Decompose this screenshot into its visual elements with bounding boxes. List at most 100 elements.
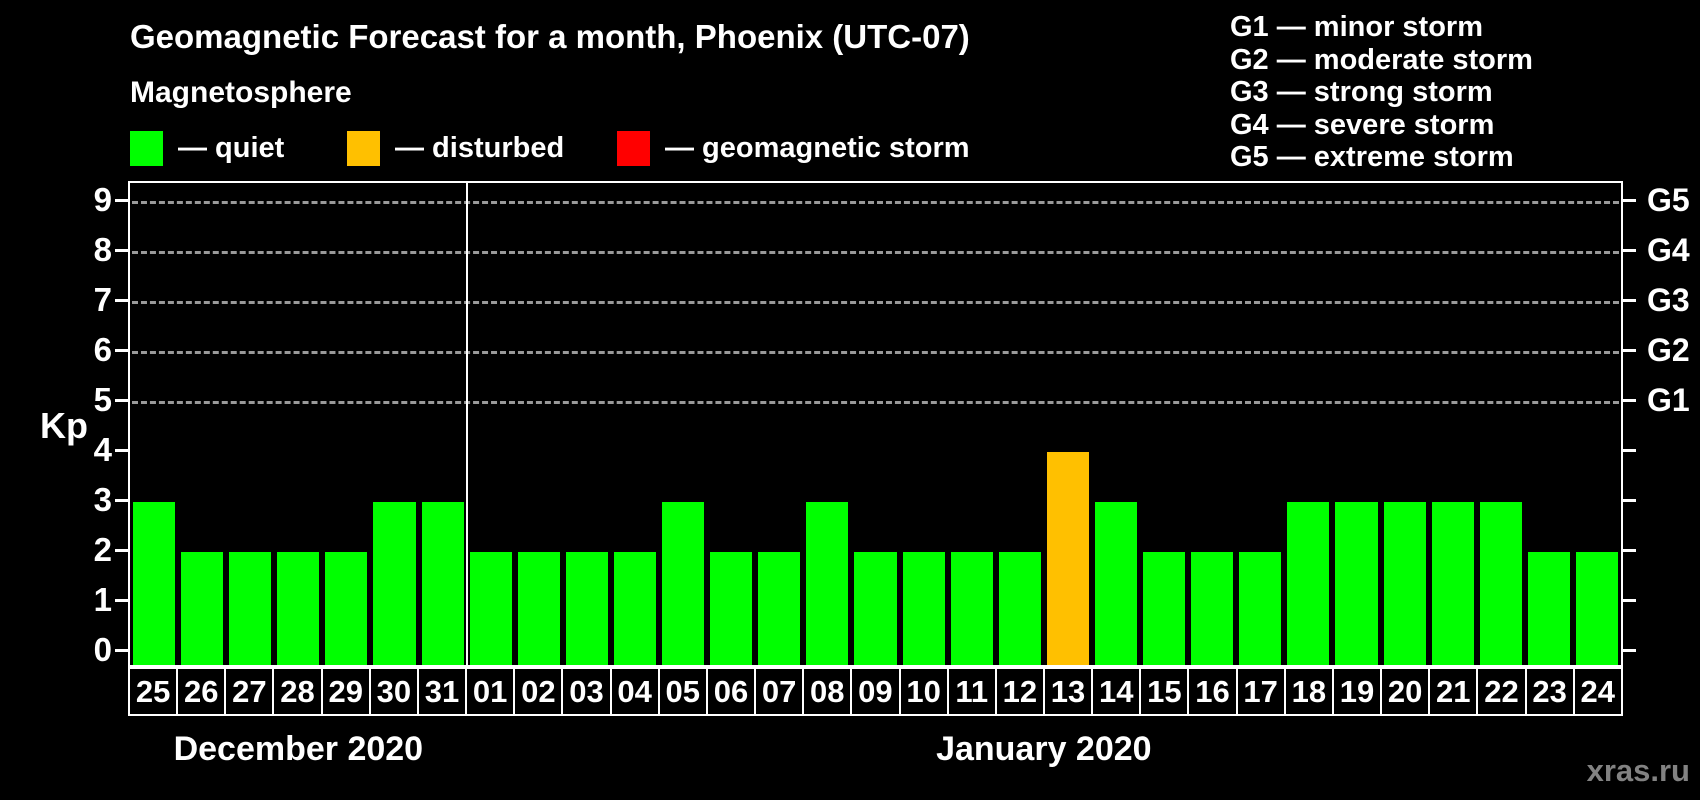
legend-item-label: — quiet	[178, 131, 285, 164]
day-label: 19	[1331, 669, 1380, 714]
kp-bar-quiet	[133, 502, 176, 665]
day-label: 03	[561, 669, 609, 714]
watermark: xras.ru	[1586, 753, 1690, 788]
g-legend-line: G1 — minor storm	[1230, 11, 1483, 43]
kp-bar-quiet	[1527, 552, 1570, 665]
day-label: 20	[1380, 669, 1428, 714]
day-label: 16	[1187, 669, 1235, 714]
day-label: 12	[994, 669, 1043, 714]
y-tick-label: 7	[93, 281, 112, 318]
g-legend-line: G2 — moderate storm	[1230, 43, 1533, 76]
kp-bar-quiet	[1143, 552, 1186, 665]
gridline-kp6	[132, 351, 1619, 354]
day-label: 11	[946, 669, 995, 714]
kp-bar-quiet	[1383, 502, 1426, 665]
y-tick-label: 2	[93, 531, 112, 568]
month-separator-line	[465, 183, 468, 665]
y-tick-label: 5	[93, 381, 112, 418]
legend-item-disturbed: — disturbed	[347, 130, 564, 166]
kp-bar-quiet	[421, 502, 464, 665]
kp-bar-disturbed	[1046, 452, 1089, 665]
right-axis-tick	[1623, 599, 1636, 602]
y-axis-tick	[115, 499, 128, 502]
legend-item-label: — geomagnetic storm	[665, 131, 970, 164]
magnetosphere-legend-heading: Magnetosphere	[130, 76, 352, 109]
y-tick-label: 0	[93, 631, 112, 668]
y-tick-label: 6	[93, 331, 112, 368]
day-label: 02	[513, 669, 561, 714]
kp-bar-quiet	[373, 502, 416, 665]
month-label: December 2020	[173, 730, 424, 768]
right-axis-g-label: G2	[1647, 332, 1690, 368]
legend-item-label: — disturbed	[395, 131, 565, 164]
day-label: 17	[1235, 669, 1284, 714]
day-label: 10	[898, 669, 947, 714]
g-legend-line: G4 — severe storm	[1230, 108, 1495, 141]
y-axis-tick	[115, 199, 128, 202]
day-label: 08	[802, 669, 850, 714]
right-axis-g-label: G1	[1647, 382, 1690, 418]
right-axis-tick	[1623, 399, 1636, 402]
kp-bar-quiet	[902, 552, 945, 665]
y-axis-tick	[115, 399, 128, 402]
day-label: 15	[1139, 669, 1187, 714]
right-axis-tick	[1623, 649, 1636, 652]
right-axis-g-label: G3	[1647, 282, 1690, 318]
day-label: 21	[1428, 669, 1476, 714]
legend-item-storm: — geomagnetic storm	[617, 130, 970, 166]
kp-bar-quiet	[565, 552, 608, 665]
month-label: January 2020	[936, 730, 1152, 768]
day-label: 09	[850, 669, 898, 714]
y-axis-tick	[115, 249, 128, 252]
y-axis-tick	[115, 449, 128, 452]
kp-bar-quiet	[469, 552, 512, 665]
day-label: 06	[705, 669, 754, 714]
right-axis-tick	[1623, 299, 1636, 302]
kp-bar-quiet	[1094, 502, 1138, 665]
legend-item-quiet: — quiet	[130, 130, 284, 166]
day-label: 31	[416, 669, 465, 714]
day-label: 07	[754, 669, 802, 714]
y-axis-tick	[115, 649, 128, 652]
day-label: 18	[1283, 669, 1332, 714]
gridline-kp5	[132, 401, 1619, 404]
kp-bar-quiet	[950, 552, 993, 665]
kp-bar-quiet	[229, 552, 272, 665]
kp-bar-quiet	[1479, 502, 1522, 665]
day-label: 22	[1476, 669, 1524, 714]
kp-bar-quiet	[1335, 502, 1378, 665]
y-tick-label: 8	[93, 231, 112, 268]
kp-bar-quiet	[662, 502, 705, 665]
g-legend-line: G5 — extreme storm	[1230, 141, 1514, 173]
right-axis-tick	[1623, 199, 1636, 202]
x-axis-day-row: 25 26 27 28 29 30 31 01 02 03 04 05 06 07 08 09 10 11 12 13…	[128, 667, 1623, 716]
day-label: 23	[1524, 669, 1573, 714]
kp-bar-quiet	[1239, 552, 1282, 665]
y-axis-tick	[115, 349, 128, 352]
y-axis-label: Kp	[40, 405, 88, 446]
day-label: 24	[1572, 669, 1621, 714]
gridline-kp7	[132, 301, 1619, 304]
kp-bar-quiet	[325, 552, 368, 665]
page-title: Geomagnetic Forecast for a month, Phoeni…	[130, 18, 970, 55]
y-axis-tick	[115, 599, 128, 602]
quiet-color-swatch	[130, 130, 163, 166]
day-label: 29	[320, 669, 369, 714]
kp-bar-quiet	[613, 552, 657, 665]
y-tick-label: 9	[93, 181, 112, 218]
plot-area	[128, 181, 1623, 667]
right-axis-tick	[1623, 249, 1636, 252]
kp-bar-quiet	[181, 552, 224, 665]
y-axis-tick	[115, 549, 128, 552]
kp-bar-quiet	[1287, 502, 1330, 665]
day-label: 01	[465, 669, 513, 714]
day-label: 04	[609, 669, 658, 714]
kp-bar-quiet	[998, 552, 1041, 665]
right-axis-g-label: G4	[1647, 232, 1690, 268]
day-label: 27	[224, 669, 272, 714]
gridline-kp8	[132, 251, 1619, 254]
right-axis-tick	[1623, 499, 1636, 502]
disturbed-color-swatch	[347, 130, 380, 166]
y-tick-label: 3	[93, 481, 112, 518]
